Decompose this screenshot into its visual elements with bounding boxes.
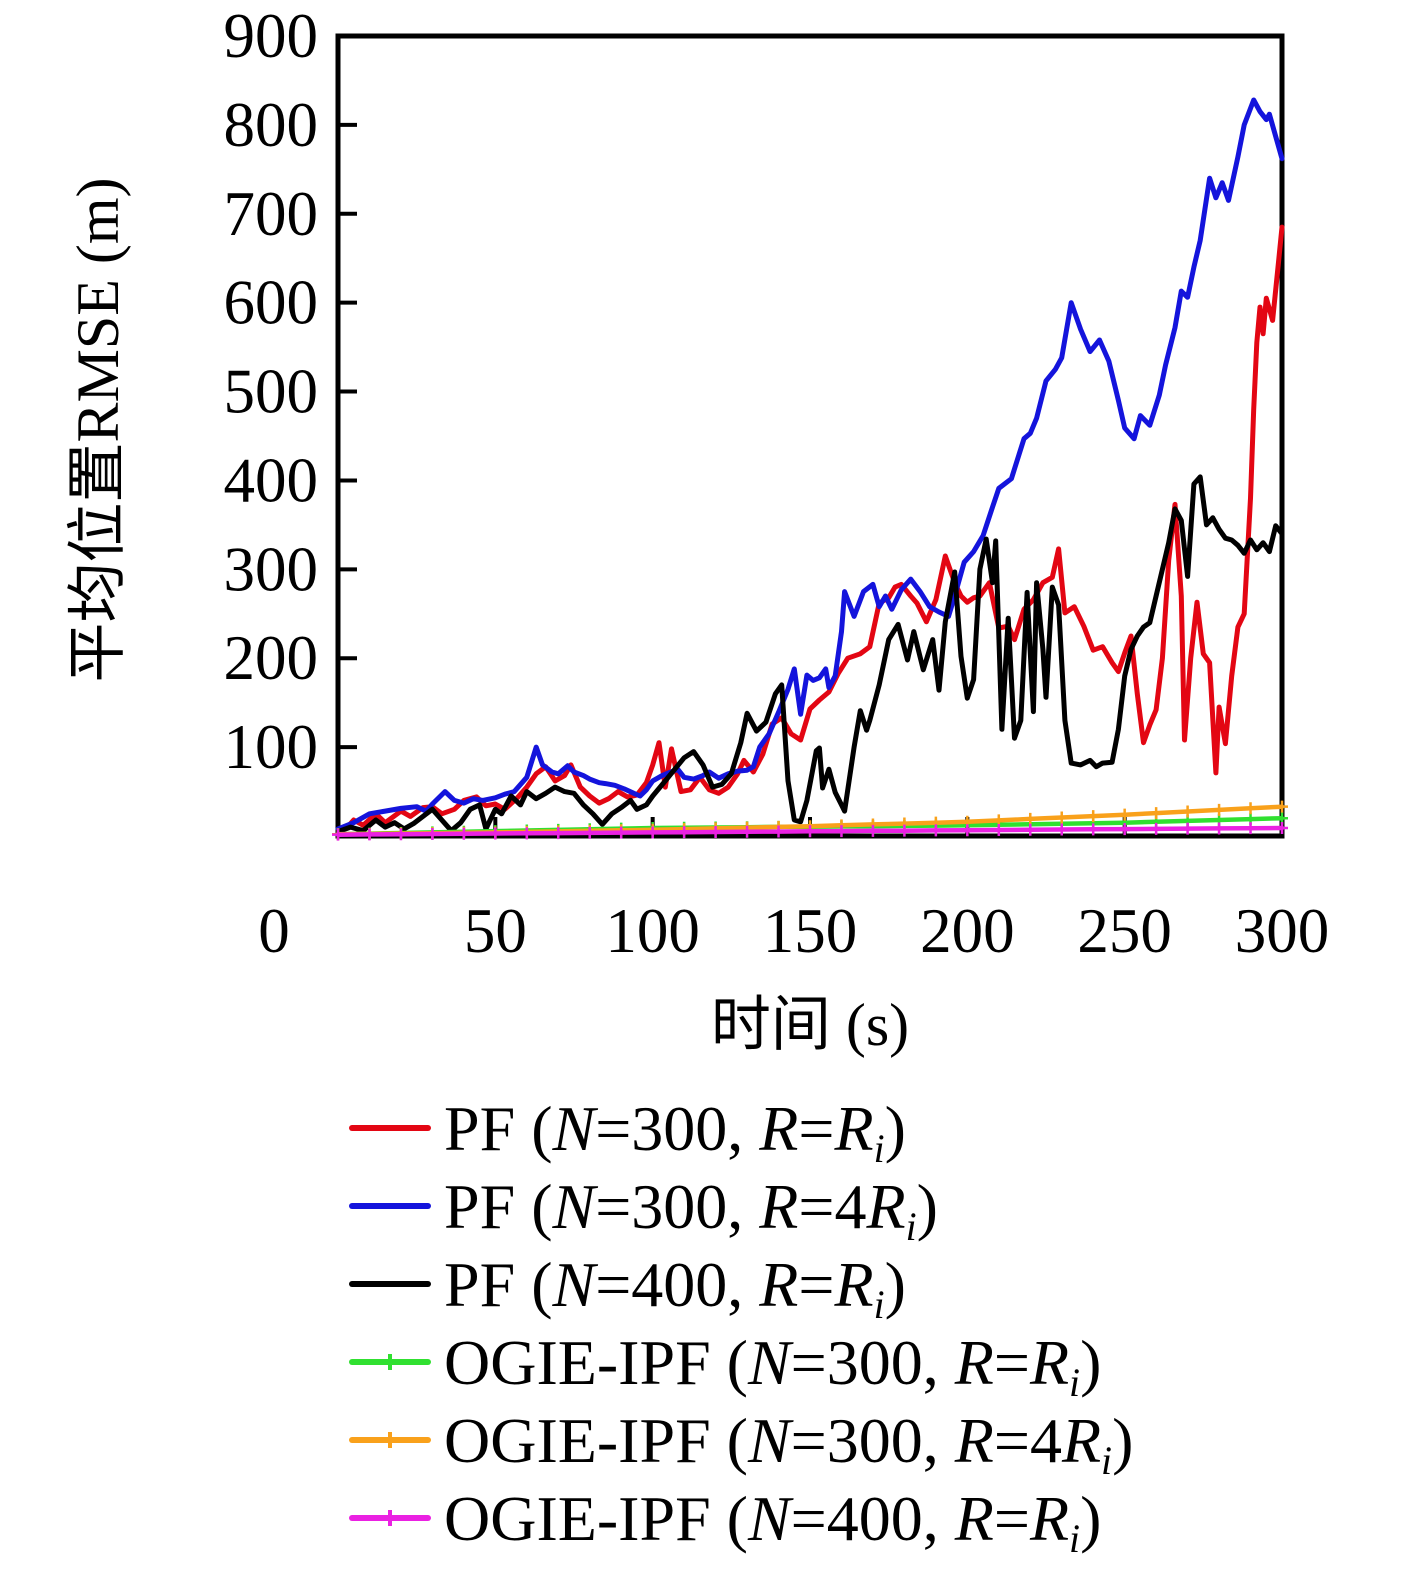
legend-label: OGIE-IPF (N=300, R=4Ri) [444, 1405, 1133, 1483]
y-axis-ticks: 100 200 300 400 500 600 700 800 900 [224, 1, 357, 782]
plus-marker [1150, 822, 1163, 835]
legend-item-pf-n400-r: PF (N=400, R=Ri) [349, 1249, 906, 1327]
plus-marker [1118, 808, 1131, 821]
plus-marker [772, 825, 785, 838]
series-line-pf-n300-4r [335, 97, 1285, 832]
plus-marker [1087, 823, 1100, 836]
plus-marker [709, 826, 722, 838]
plus-marker [741, 825, 754, 838]
plus-marker [961, 824, 974, 837]
x-tick-label: 50 [464, 896, 527, 966]
plus-marker [520, 827, 533, 840]
y-tick-label: 800 [224, 90, 319, 160]
plus-marker [1244, 802, 1257, 815]
plus-marker [1150, 807, 1163, 820]
legend-plus-marker [382, 1354, 398, 1370]
plus-marker [1087, 810, 1100, 823]
plus-marker [1181, 805, 1194, 818]
plus-marker [1024, 812, 1037, 825]
legend-label: OGIE-IPF (N=400, R=Ri) [444, 1483, 1101, 1561]
plus-marker [678, 826, 691, 839]
x-tick-label: 200 [920, 896, 1015, 966]
plus-marker [646, 826, 659, 839]
y-tick-label: 900 [224, 1, 319, 71]
y-tick-label: 300 [224, 534, 319, 604]
plus-marker [332, 828, 344, 841]
legend-item-ogie-ipf-n300-r: OGIE-IPF (N=300, R=Ri) [349, 1327, 1101, 1405]
plus-marker [1118, 823, 1131, 836]
x-axis-ticks: 0 50 100 150 200 250 300 [258, 817, 1329, 966]
series-line-pf-n300-r [335, 224, 1285, 835]
plus-marker [394, 828, 407, 841]
legend: PF (N=300, R=Ri)PF (N=300, R=4Ri)PF (N=4… [349, 1093, 1133, 1561]
x-tick-label: 100 [605, 896, 700, 966]
plus-marker [457, 827, 470, 840]
x-axis-title: 时间 (s) [711, 992, 909, 1058]
plus-marker [866, 824, 879, 837]
plus-marker [1055, 811, 1068, 824]
plus-marker [929, 824, 942, 837]
plus-marker [1024, 823, 1037, 836]
legend-item-pf-n300-4r: PF (N=300, R=4Ri) [349, 1171, 938, 1249]
plus-marker [898, 824, 911, 837]
y-tick-label: 600 [224, 268, 319, 338]
plus-marker [583, 826, 596, 839]
plus-marker [1276, 800, 1288, 813]
plus-marker [363, 828, 376, 841]
plus-marker [1244, 822, 1257, 835]
legend-label: PF (N=300, R=Ri) [444, 1093, 906, 1171]
x-tick-label: 0 [258, 896, 290, 966]
plus-marker [1276, 822, 1288, 834]
x-tick-label: 250 [1077, 896, 1172, 966]
legend-label: PF (N=400, R=Ri) [444, 1249, 906, 1327]
plus-marker [615, 826, 628, 839]
plus-marker [1181, 822, 1194, 835]
legend-plus-marker [382, 1432, 398, 1448]
plus-marker [992, 823, 1005, 836]
legend-label: PF (N=300, R=4Ri) [444, 1171, 938, 1249]
series-line-pf-n400-r [335, 474, 1285, 835]
legend-item-ogie-ipf-n300-4r: OGIE-IPF (N=300, R=4Ri) [349, 1405, 1133, 1483]
legend-plus-marker [382, 1510, 398, 1526]
series-lines [332, 97, 1288, 841]
plus-marker [835, 825, 848, 838]
x-tick-label: 150 [763, 896, 858, 966]
plus-marker [1213, 803, 1226, 816]
legend-item-ogie-ipf-n400-r: OGIE-IPF (N=400, R=Ri) [349, 1483, 1101, 1561]
plus-marker [426, 827, 439, 840]
legend-label: OGIE-IPF (N=300, R=Ri) [444, 1327, 1101, 1405]
x-tick-label: 300 [1235, 896, 1330, 966]
y-tick-label: 700 [224, 179, 319, 249]
legend-item-pf-n300-r: PF (N=300, R=Ri) [349, 1093, 906, 1171]
y-tick-label: 100 [224, 712, 319, 782]
plus-marker [1055, 823, 1068, 836]
plus-marker [1213, 822, 1226, 835]
y-tick-label: 500 [224, 357, 319, 427]
plus-marker [804, 825, 816, 838]
y-axis-title: 平均位置RMSE (m) [65, 177, 131, 682]
y-tick-label: 400 [224, 445, 319, 515]
plus-marker [489, 827, 502, 840]
plus-marker [552, 827, 565, 840]
y-tick-label: 200 [224, 623, 319, 693]
